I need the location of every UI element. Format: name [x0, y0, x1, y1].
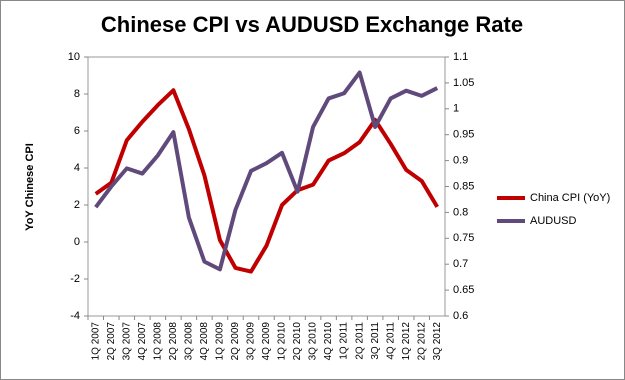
legend-label: China CPI (YoY): [530, 192, 610, 204]
x-tick-label: 3Q 2012: [432, 322, 443, 361]
y2-tick-label: 1.05: [453, 77, 474, 89]
y2-tick-label: 0.6: [453, 310, 468, 322]
x-tick-label: 4Q 2011: [385, 322, 396, 360]
x-tick-label: 1Q 2012: [401, 322, 412, 361]
y-tick-label: -2: [70, 273, 80, 285]
x-tick-label: 2Q 2010: [292, 322, 303, 361]
x-tick-label: 3Q 2007: [121, 322, 132, 361]
series-line: [94, 70, 439, 272]
x-tick-label: 1Q 2007: [90, 322, 101, 361]
y2-tick-label: 0.8: [453, 206, 468, 218]
x-tick-label: 2Q 2009: [230, 322, 241, 361]
y2-tick-label: 0.65: [453, 284, 474, 296]
y-axis-title: YoY Chinese CPI: [24, 143, 36, 231]
y-tick-label: 10: [68, 51, 80, 63]
y2-tick-label: 0.9: [453, 155, 468, 167]
x-tick-label: 2Q 2012: [416, 322, 427, 361]
y2-tick-label: 0.75: [453, 232, 474, 244]
x-tick-label: 4Q 2008: [199, 322, 210, 361]
y-tick-label: 4: [74, 162, 80, 174]
y-tick-label: 0: [74, 236, 80, 248]
y2-tick-label: 0.85: [453, 180, 474, 192]
x-tick-label: 3Q 2008: [184, 322, 195, 361]
legend-label: AUDUSD: [530, 215, 577, 227]
y-tick-label: -4: [70, 310, 80, 322]
x-tick-label: 1Q 2011: [339, 322, 350, 360]
x-tick-label: 1Q 2009: [215, 322, 226, 361]
x-tick-label: 4Q 2007: [137, 322, 148, 361]
y2-tick-label: 0.7: [453, 258, 468, 270]
chart-title: Chinese CPI vs AUDUSD Exchange Rate: [101, 12, 523, 37]
x-tick-label: 1Q 2008: [152, 322, 163, 361]
series-line: [94, 88, 439, 274]
y-tick-label: 2: [74, 199, 80, 211]
x-tick-label: 3Q 2010: [308, 322, 319, 361]
x-tick-label: 3Q 2011: [370, 322, 381, 360]
y2-tick-label: 1: [453, 103, 459, 115]
x-tick-label: 4Q 2010: [323, 322, 334, 361]
x-tick-label: 2Q 2008: [168, 322, 179, 361]
x-tick-label: 4Q 2009: [261, 322, 272, 361]
x-tick-label: 1Q 2010: [277, 322, 288, 361]
y-tick-label: 6: [74, 125, 80, 137]
y2-tick-label: 1.1: [453, 51, 468, 63]
y-tick-label: 8: [74, 88, 80, 100]
x-tick-label: 2Q 2007: [106, 322, 117, 361]
x-tick-label: 2Q 2011: [354, 322, 365, 360]
x-tick-label: 3Q 2009: [246, 322, 257, 361]
y2-tick-label: 0.95: [453, 129, 474, 141]
